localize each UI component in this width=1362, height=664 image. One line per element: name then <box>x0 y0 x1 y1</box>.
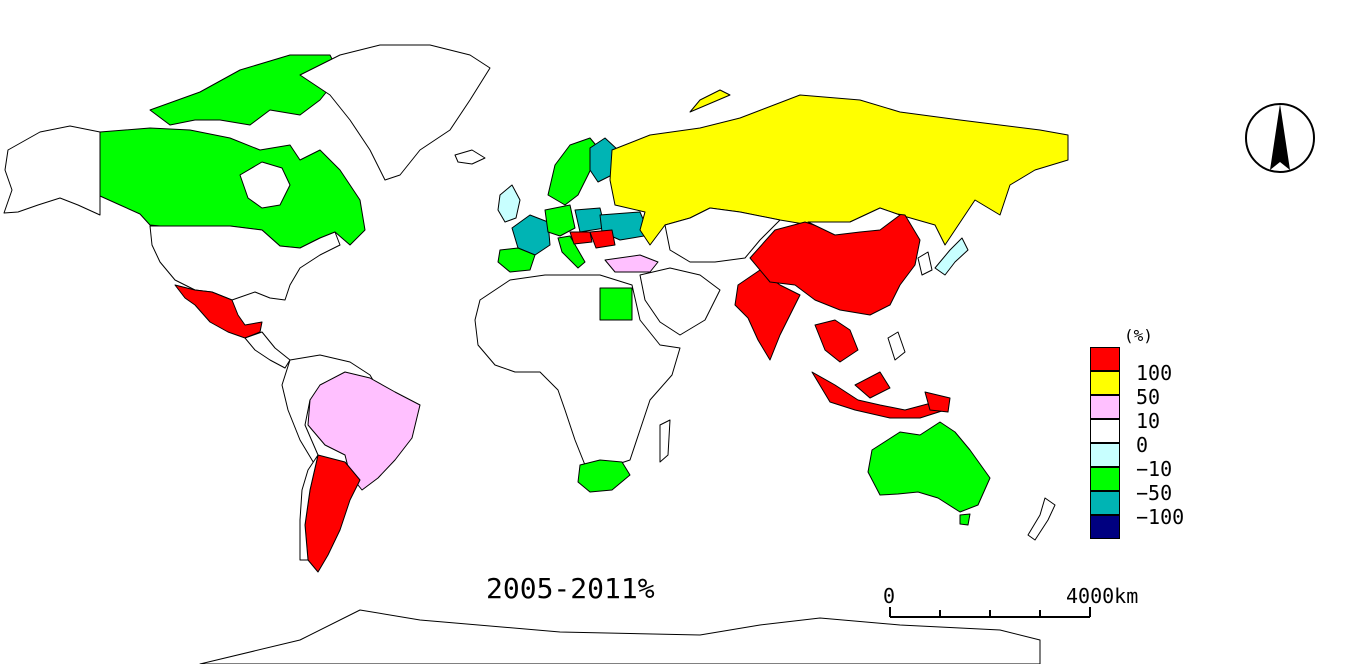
country-mexico[interactable] <box>174 284 263 339</box>
region-greenland[interactable] <box>299 44 491 181</box>
region-chile[interactable] <box>299 454 319 561</box>
north-arrow-icon <box>1245 103 1315 173</box>
country-mongolia[interactable] <box>807 207 901 236</box>
legend-swatch-teal <box>1090 491 1120 515</box>
legend-swatch-pink <box>1090 395 1120 419</box>
legend-swatch-lightcyan <box>1090 443 1120 467</box>
region-africa[interactable] <box>474 274 681 471</box>
canada-islands[interactable] <box>149 54 341 126</box>
region-tasmania[interactable] <box>959 513 971 526</box>
country-spain[interactable] <box>497 247 536 273</box>
region-middle-east[interactable] <box>639 267 721 336</box>
legend-label: −10 <box>1136 457 1173 481</box>
country-australia[interactable] <box>867 421 991 513</box>
country-italy[interactable] <box>557 235 586 269</box>
region-philippines[interactable] <box>887 331 906 361</box>
region-central-asia[interactable] <box>664 207 781 263</box>
scale-start-label: 0 <box>883 584 896 608</box>
legend-label: −100 <box>1136 505 1185 529</box>
hudson-bay <box>239 161 291 209</box>
scale-end-label: 4000km <box>1066 584 1139 608</box>
legend-label: 10 <box>1136 409 1161 433</box>
country-brazil[interactable] <box>307 371 421 491</box>
country-malaysia[interactable] <box>854 371 891 399</box>
country-egypt[interactable] <box>599 287 633 321</box>
region-madagascar[interactable] <box>659 419 671 463</box>
country-hungary[interactable] <box>569 231 593 245</box>
region-korea[interactable] <box>917 251 933 276</box>
region-antarctica <box>199 609 1041 664</box>
legend-label: 100 <box>1136 361 1173 385</box>
russia-north-islands[interactable] <box>689 89 731 113</box>
region-iceland[interactable] <box>454 149 486 165</box>
legend-label: 0 <box>1136 433 1149 457</box>
legend-swatch-green <box>1090 467 1120 491</box>
country-png[interactable] <box>924 391 951 413</box>
legend-swatch-navy <box>1090 515 1120 539</box>
map-title: 2005-2011% <box>486 572 655 605</box>
region-new-zealand[interactable] <box>1027 497 1056 541</box>
country-romania[interactable] <box>589 229 616 249</box>
legend-label: −50 <box>1136 481 1173 505</box>
legend-swatch-yellow <box>1090 371 1120 395</box>
legend-label: 50 <box>1136 385 1161 409</box>
region-central-america[interactable] <box>244 331 291 369</box>
scale-bar <box>889 607 1091 618</box>
legend-swatch-white <box>1090 419 1120 443</box>
region-alaska[interactable] <box>3 125 101 216</box>
legend-unit: (%) <box>1124 326 1153 345</box>
legend-swatch-red <box>1090 347 1120 371</box>
country-canada[interactable] <box>99 127 366 249</box>
country-uk[interactable] <box>497 184 521 223</box>
country-turkey[interactable] <box>604 254 659 273</box>
country-south-africa[interactable] <box>577 459 631 493</box>
country-thailand-vietnam[interactable] <box>814 319 859 363</box>
country-russia[interactable] <box>609 94 1069 246</box>
country-usa[interactable] <box>149 225 341 301</box>
country-germany[interactable] <box>544 204 576 237</box>
country-japan[interactable] <box>934 237 969 276</box>
